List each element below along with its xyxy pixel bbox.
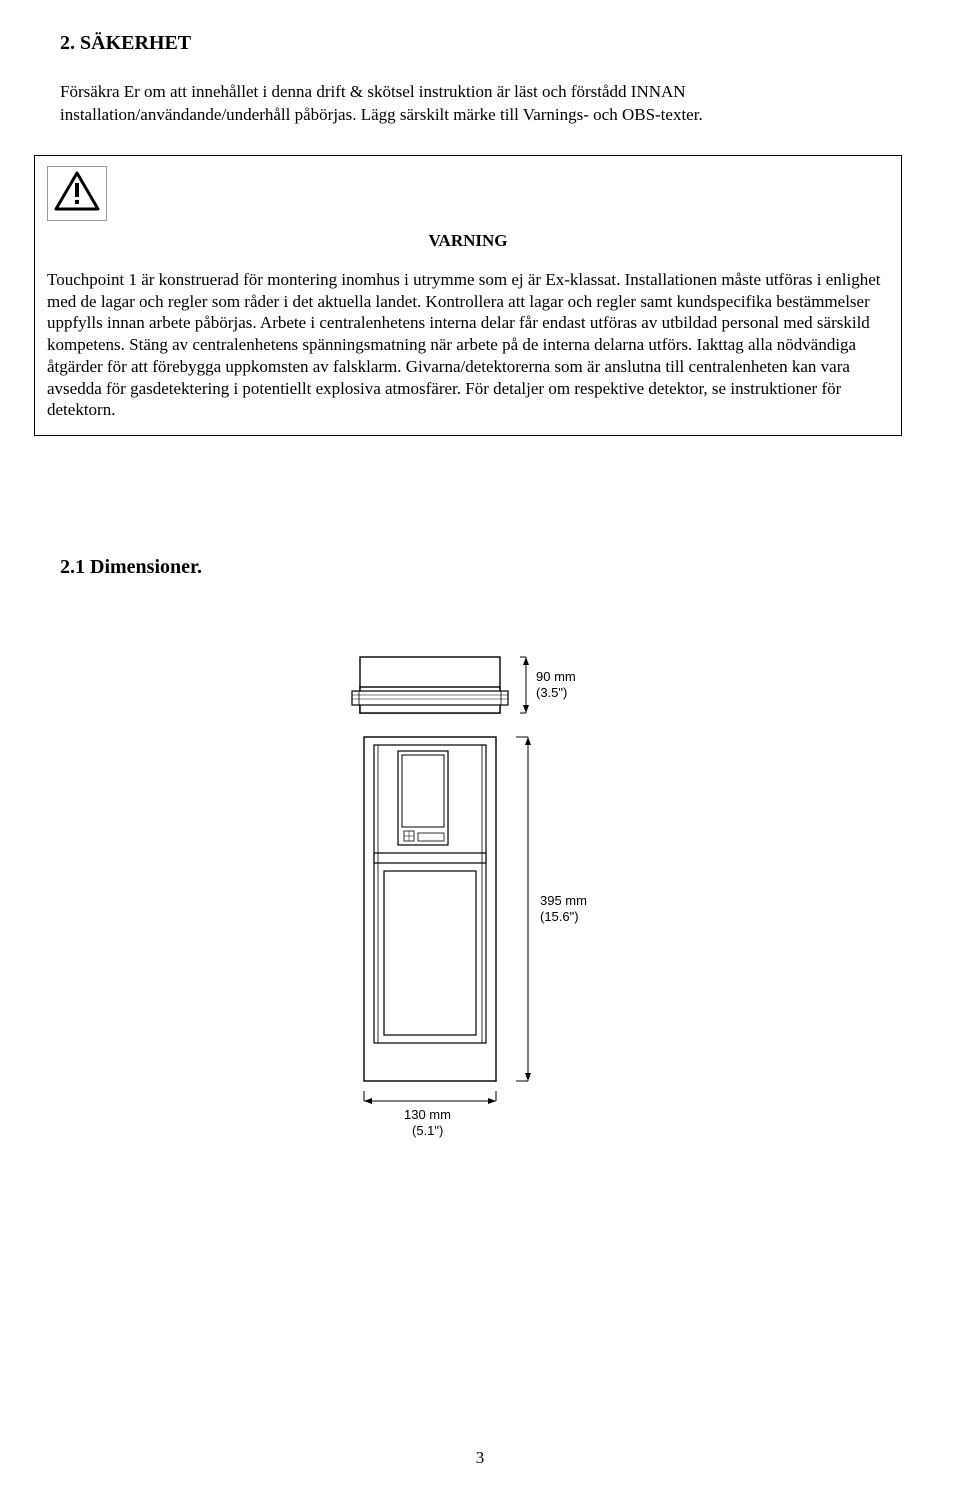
height-dim-mm: 395 mm — [540, 893, 587, 908]
width-dim-in: (5.1") — [412, 1123, 443, 1138]
warning-icon — [47, 166, 107, 221]
sub-heading: 2.1 Dimensioner. — [60, 556, 900, 579]
height-dim-in: (15.6") — [540, 909, 579, 924]
warning-title: VARNING — [47, 231, 889, 251]
dimensions-diagram: 90 mm (3.5") — [60, 639, 900, 1139]
section-heading: 2. SÄKERHET — [60, 32, 900, 55]
warning-body: Touchpoint 1 är konstruerad för monterin… — [47, 269, 889, 421]
intro-paragraph: Försäkra Er om att innehållet i denna dr… — [60, 81, 900, 127]
top-dim-mm: 90 mm — [536, 669, 576, 684]
width-dim-mm: 130 mm — [404, 1107, 451, 1122]
page-number: 3 — [0, 1448, 960, 1468]
top-dim-in: (3.5") — [536, 685, 567, 700]
warning-box: VARNING Touchpoint 1 är konstruerad för … — [34, 155, 902, 436]
